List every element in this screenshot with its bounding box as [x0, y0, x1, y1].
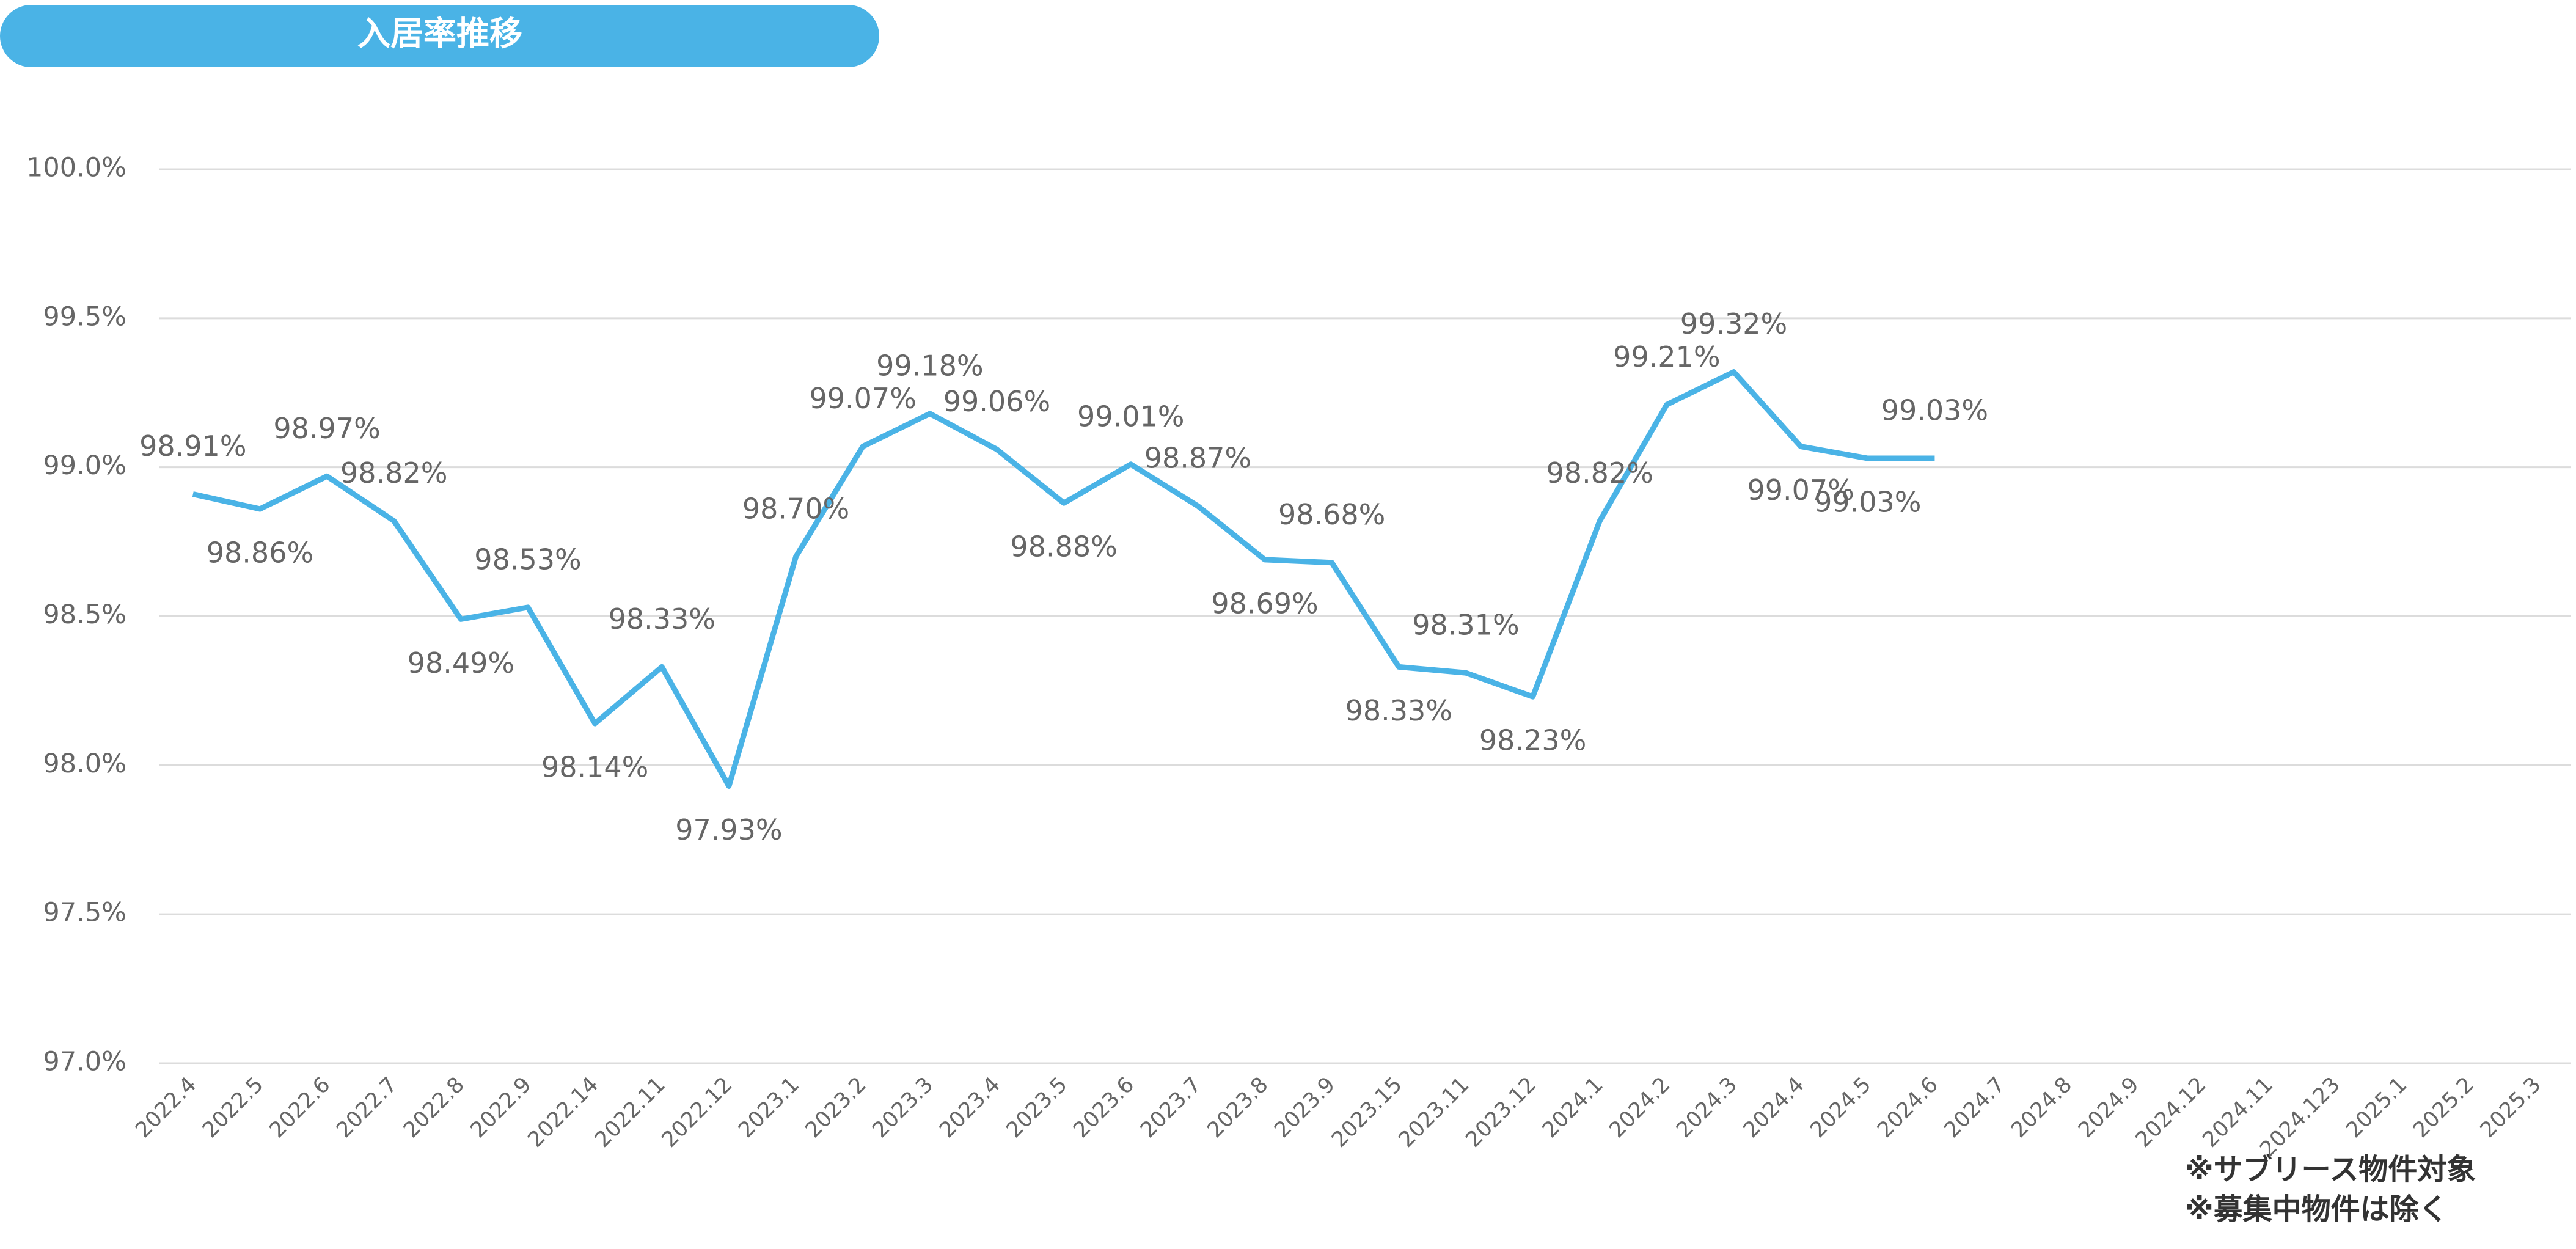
data-label: 98.82%	[340, 456, 447, 489]
data-label: 98.53%	[474, 543, 581, 576]
x-tick-label: 2025.2	[2409, 1072, 2479, 1143]
x-tick-label: 2023.7	[1136, 1072, 1206, 1143]
chart-title: 入居率推移	[357, 15, 522, 53]
y-tick-label: 98.0%	[43, 749, 126, 779]
x-tick-label: 2022.14	[523, 1072, 603, 1152]
x-tick-label: 2023.11	[1394, 1072, 1474, 1152]
data-label: 98.88%	[1010, 530, 1117, 563]
x-tick-label: 2023.4	[935, 1072, 1005, 1143]
x-tick-label: 2024.5	[1806, 1072, 1876, 1143]
data-label: 99.06%	[943, 385, 1050, 418]
x-tick-label: 2024.1	[1538, 1072, 1608, 1143]
x-tick-label: 2025.1	[2341, 1072, 2412, 1143]
data-label: 98.87%	[1144, 442, 1251, 475]
data-label: 98.68%	[1278, 498, 1385, 531]
y-tick-label: 99.5%	[43, 301, 126, 332]
x-tick-label: 2023.1	[734, 1072, 804, 1143]
x-tick-label: 2023.3	[868, 1072, 938, 1143]
data-label: 98.49%	[408, 646, 514, 679]
x-tick-label: 2024.4	[1739, 1072, 1809, 1143]
x-tick-label: 2024.3	[1672, 1072, 1742, 1143]
y-tick-label: 100.0%	[26, 153, 126, 183]
data-label: 99.03%	[1814, 486, 1921, 519]
x-tick-label: 2022.7	[332, 1072, 402, 1143]
x-tick-label: 2023.8	[1203, 1072, 1273, 1143]
x-tick-label: 2022.12	[657, 1072, 737, 1152]
data-label: 97.93%	[675, 813, 782, 846]
x-tick-label: 2023.2	[801, 1072, 871, 1143]
y-tick-label: 98.5%	[43, 599, 126, 630]
annotation: ※募集中物件は除く	[2185, 1192, 2448, 1226]
x-tick-label: 2024.12	[2131, 1072, 2211, 1152]
x-tick-label: 2023.5	[1002, 1072, 1072, 1143]
data-label: 98.33%	[609, 603, 715, 635]
data-label: 98.91%	[139, 430, 246, 463]
data-label: 99.18%	[876, 349, 983, 382]
data-label: 98.82%	[1546, 456, 1653, 489]
x-tick-label: 2023.15	[1327, 1072, 1407, 1152]
x-tick-label: 2022.11	[590, 1072, 670, 1152]
data-label: 98.23%	[1479, 724, 1586, 757]
title-pill	[0, 5, 879, 67]
y-tick-label: 99.0%	[43, 450, 126, 481]
annotation: ※サブリース物件対象	[2185, 1152, 2476, 1187]
x-tick-label: 2022.5	[198, 1072, 268, 1143]
x-tick-label: 2025.3	[2476, 1072, 2546, 1143]
data-label: 99.32%	[1680, 307, 1787, 340]
y-tick-label: 97.5%	[43, 898, 126, 928]
x-tick-label: 2024.2	[1605, 1072, 1675, 1143]
x-tick-label: 2022.8	[399, 1072, 469, 1143]
data-label: 98.31%	[1412, 609, 1519, 642]
data-label: 99.01%	[1077, 400, 1184, 433]
data-label: 99.03%	[1881, 394, 1988, 427]
x-tick-label: 2024.7	[1940, 1072, 2010, 1143]
x-tick-label: 2023.12	[1461, 1072, 1541, 1152]
data-label: 98.97%	[273, 412, 380, 445]
data-label: 98.33%	[1345, 694, 1452, 727]
x-tick-label: 2024.8	[2007, 1072, 2077, 1143]
data-label: 98.86%	[207, 536, 313, 569]
y-tick-label: 97.0%	[43, 1047, 126, 1077]
data-line	[192, 369, 1935, 789]
data-label: 98.14%	[541, 751, 648, 784]
x-tick-label: 2022.6	[265, 1072, 335, 1143]
x-tick-label: 2023.6	[1069, 1072, 1139, 1143]
x-tick-label: 2024.6	[1873, 1072, 1943, 1143]
data-label: 98.70%	[742, 492, 849, 525]
data-label: 99.21%	[1613, 340, 1720, 373]
x-tick-label: 2022.4	[131, 1072, 201, 1143]
data-label: 99.07%	[810, 382, 917, 415]
data-label: 99.07%	[1747, 474, 1854, 507]
data-label: 98.69%	[1211, 587, 1318, 620]
